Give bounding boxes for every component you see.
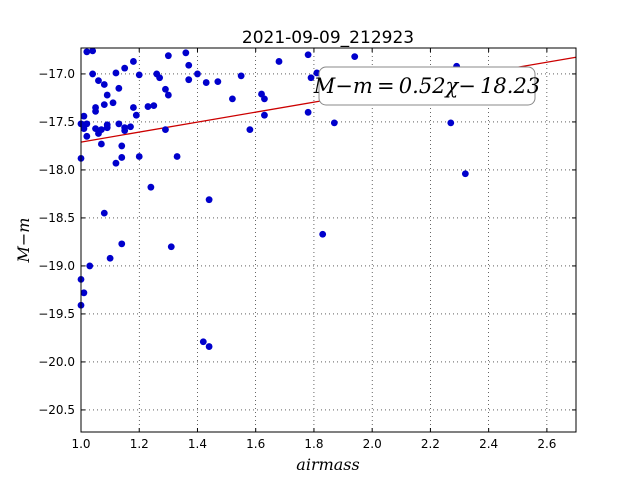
chart-title: 2021-09-09_212923: [242, 28, 414, 48]
data-point: [106, 254, 114, 262]
data-point: [83, 132, 91, 140]
y-tick-label: −19.0: [38, 259, 75, 273]
data-point: [83, 48, 91, 56]
data-point: [132, 111, 140, 119]
data-point: [199, 338, 207, 346]
y-axis-ticks: −17.0 −17.5 −18.0 −18.5 −19.0 −19.5 −20.0 −20.5: [38, 67, 576, 417]
data-point: [121, 124, 129, 132]
data-point: [103, 124, 111, 132]
plot-area: [81, 48, 576, 432]
data-point: [83, 120, 91, 128]
plot-frame: [80, 47, 577, 433]
data-point: [164, 91, 172, 99]
data-point: [89, 47, 97, 55]
data-point: [351, 53, 359, 61]
data-point: [112, 159, 120, 167]
data-point: [135, 153, 143, 160]
y-tick-label: −20.0: [38, 355, 75, 369]
x-tick-label: 2.0: [363, 437, 382, 451]
data-point: [330, 119, 338, 127]
data-point: [162, 85, 169, 93]
data-point: [118, 142, 126, 150]
y-tick-label: −17.5: [38, 115, 75, 129]
data-point: [461, 170, 469, 178]
data-points: [77, 47, 469, 350]
data-point: [130, 104, 137, 111]
data-point: [304, 51, 312, 59]
data-point: [109, 99, 117, 107]
y-tick-label: −20.5: [38, 403, 75, 417]
data-point: [130, 58, 137, 65]
data-point: [229, 95, 236, 103]
y-tick-label: −18.0: [38, 163, 75, 177]
data-point: [205, 196, 213, 204]
data-point: [185, 76, 193, 84]
data-point: [167, 243, 175, 251]
x-tick-label: 1.8: [304, 437, 323, 451]
data-point: [121, 64, 129, 72]
data-point: [304, 108, 312, 116]
data-point: [173, 153, 181, 160]
data-point: [185, 61, 193, 69]
data-point: [135, 71, 143, 79]
data-point: [80, 289, 88, 297]
data-point: [164, 52, 172, 60]
annotation-text: M−m = 0.52χ− 18.23: [313, 74, 540, 98]
y-tick-label: −19.5: [38, 307, 75, 321]
data-point: [182, 49, 190, 57]
data-point: [127, 123, 134, 131]
x-tick-label: 2.2: [421, 437, 440, 451]
y-axis-label: M−m: [14, 218, 33, 264]
data-point: [205, 343, 213, 350]
data-point: [261, 95, 268, 103]
data-point: [261, 111, 268, 119]
data-point: [97, 140, 105, 148]
x-axis-label: airmass: [296, 455, 359, 474]
x-tick-label: 1.2: [130, 437, 149, 451]
data-point: [275, 58, 283, 65]
x-axis-ticks: 1.0 1.2 1.4 1.6 1.8 2.0 2.2 2.4 2.6: [71, 48, 556, 451]
data-point: [246, 126, 254, 133]
x-tick-label: 1.0: [71, 437, 90, 451]
data-point: [115, 84, 123, 92]
data-point: [80, 112, 88, 120]
x-tick-label: 1.4: [188, 437, 207, 451]
data-point: [92, 104, 99, 111]
data-point: [194, 70, 201, 78]
x-tick-label: 2.4: [479, 437, 498, 451]
x-tick-label: 1.6: [246, 437, 265, 451]
data-point: [100, 101, 108, 109]
data-point: [144, 103, 152, 110]
data-point: [237, 72, 245, 80]
data-point: [112, 69, 120, 77]
data-point: [147, 183, 155, 191]
data-point: [95, 77, 102, 85]
data-point: [162, 126, 169, 133]
data-point: [202, 79, 210, 86]
fit-annotation: M−m = 0.52χ− 18.23: [313, 66, 540, 106]
data-point: [86, 262, 94, 270]
data-point: [89, 70, 97, 78]
data-point: [100, 81, 108, 88]
data-point: [115, 120, 123, 128]
data-point: [214, 78, 222, 85]
data-point: [103, 91, 111, 99]
y-tick-label: −17.0: [38, 67, 75, 81]
annotation-box: [318, 66, 536, 106]
data-point: [150, 102, 158, 109]
data-point: [100, 209, 108, 217]
data-point: [118, 240, 126, 248]
data-point: [447, 119, 455, 127]
data-point: [97, 126, 105, 133]
data-point: [156, 74, 164, 82]
x-tick-label: 2.6: [537, 437, 556, 451]
data-point: [118, 154, 126, 161]
y-tick-label: −18.5: [38, 211, 75, 225]
data-point: [319, 230, 327, 238]
data-point: [307, 74, 315, 82]
